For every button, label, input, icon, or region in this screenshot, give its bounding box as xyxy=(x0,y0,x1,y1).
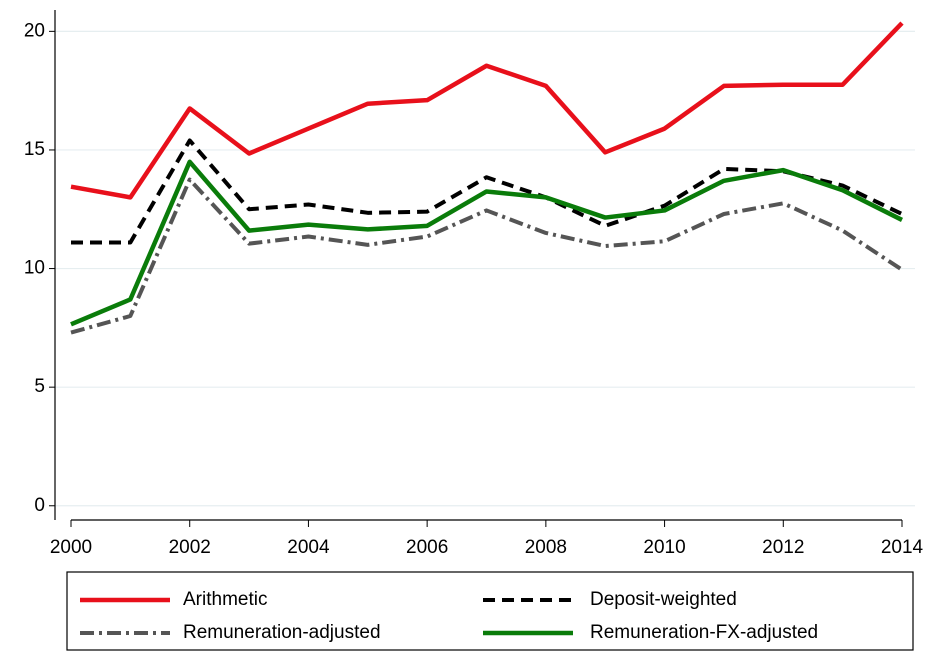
x-tick-label: 2000 xyxy=(50,537,92,558)
series-line xyxy=(70,177,904,335)
series-line xyxy=(71,138,903,245)
legend-label: Remuneration-FX-adjusted xyxy=(590,622,818,643)
legend-label: Remuneration-adjusted xyxy=(183,622,381,643)
legend-box xyxy=(66,571,914,651)
y-tick-label: 15 xyxy=(24,139,45,160)
y-tick-label: 5 xyxy=(34,376,45,397)
x-tick-label: 2010 xyxy=(643,537,685,558)
y-tick-label: 20 xyxy=(24,20,45,41)
legend-label: Arithmetic xyxy=(183,589,267,610)
x-tick-label: 2008 xyxy=(525,537,567,558)
x-tick-label: 2006 xyxy=(406,537,448,558)
x-tick-label: 2002 xyxy=(169,537,211,558)
y-tick-label: 10 xyxy=(24,258,45,279)
x-tick-label: 2012 xyxy=(762,537,804,558)
x-tick-label: 2014 xyxy=(881,537,924,558)
series-line xyxy=(70,21,904,200)
legend-label: Deposit-weighted xyxy=(590,589,737,610)
y-tick-label: 0 xyxy=(34,495,45,516)
series-line xyxy=(70,159,904,327)
x-tick-label: 2004 xyxy=(287,537,330,558)
